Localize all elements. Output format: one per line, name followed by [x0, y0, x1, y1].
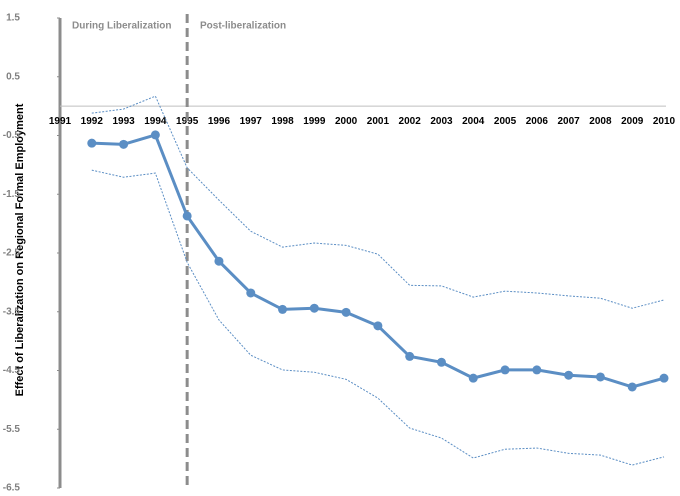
x-tick-label: 2008	[589, 116, 612, 127]
y-tick-label: -6.5	[3, 483, 21, 494]
point	[309, 303, 319, 313]
y-tick-label: -3.5	[3, 306, 21, 317]
point	[341, 307, 351, 317]
x-tick-label: 2007	[558, 116, 581, 127]
x-tick-label: 2000	[335, 116, 358, 127]
point	[659, 373, 669, 383]
point	[246, 288, 256, 298]
point	[182, 211, 192, 221]
x-tick-label: 1997	[240, 116, 263, 127]
y-tick-label: -4.5	[3, 365, 21, 376]
point	[373, 321, 383, 331]
series-line	[91, 133, 665, 389]
y-tick-label: 1.5	[6, 13, 20, 24]
point	[150, 130, 160, 140]
y-axis-label: Effect of Liberalization on Regional For…	[14, 103, 26, 396]
x-tick-label: 2004	[462, 116, 485, 127]
y-tick-label: -0.5	[3, 130, 21, 141]
y-tick-label: -2.5	[3, 248, 21, 259]
x-tick-label: 2005	[494, 116, 517, 127]
x-tick-label: 2003	[430, 116, 453, 127]
ci-line	[91, 169, 665, 466]
x-tick-label: 2001	[367, 116, 390, 127]
annotation: During Liberalization	[72, 21, 171, 32]
x-tick-label: 1995	[176, 116, 199, 127]
ci-line	[91, 95, 665, 309]
x-tick-label: 2009	[621, 116, 644, 127]
point	[595, 372, 605, 382]
x-tick-label: 1992	[81, 116, 104, 127]
x-tick-label: 2002	[399, 116, 422, 127]
y-tick-label: -5.5	[3, 424, 21, 435]
x-tick-label: 1991	[49, 116, 72, 127]
point	[119, 139, 129, 149]
y-tick-label: -1.5	[3, 189, 21, 200]
y-tick-label: 0.5	[6, 71, 20, 82]
point	[500, 365, 510, 375]
x-tick-label: 1996	[208, 116, 231, 127]
point	[627, 382, 637, 392]
point	[468, 373, 478, 383]
x-tick-label: 1998	[271, 116, 294, 127]
point	[564, 370, 574, 380]
x-tick-label: 1994	[144, 116, 167, 127]
point	[532, 365, 542, 375]
point	[436, 357, 446, 367]
point	[87, 138, 97, 148]
x-tick-label: 2010	[653, 116, 676, 127]
point	[214, 256, 224, 266]
x-tick-label: 1993	[112, 116, 135, 127]
x-tick-label: 2006	[526, 116, 549, 127]
point	[278, 304, 288, 314]
x-tick-label: 1999	[303, 116, 326, 127]
point	[405, 351, 415, 361]
annotation: Post-liberalization	[200, 21, 286, 32]
